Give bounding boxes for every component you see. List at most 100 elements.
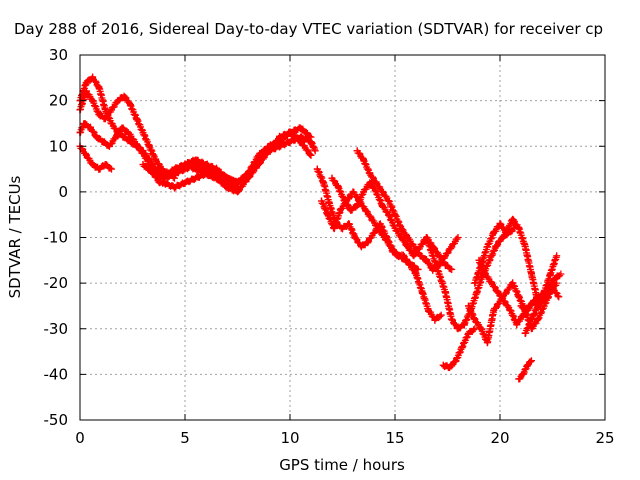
data-point [95, 110, 103, 118]
data-point [542, 288, 550, 296]
data-point [557, 270, 565, 278]
data-point [124, 129, 132, 137]
y-tick-label: 20 [49, 92, 68, 110]
data-point [502, 229, 510, 237]
data-point [328, 174, 336, 182]
data-point [82, 78, 90, 86]
y-tick-label: -10 [44, 229, 69, 247]
data-point [80, 119, 88, 127]
data-point [95, 83, 103, 91]
data-point [490, 307, 498, 314]
y-tick-label: -50 [44, 411, 69, 429]
data-point [404, 243, 412, 251]
data-point [519, 311, 527, 319]
x-tick-label: 15 [385, 429, 404, 447]
data-point [133, 115, 141, 123]
data-point [486, 256, 493, 264]
data-point [297, 124, 304, 132]
data-point [118, 124, 126, 132]
data-point [391, 211, 399, 219]
x-tick-label: 10 [280, 429, 299, 447]
x-tick-label: 5 [180, 429, 190, 447]
data-point [357, 243, 365, 251]
data-point [517, 302, 525, 310]
data-point [412, 270, 420, 278]
data-point [364, 238, 372, 246]
data-point [488, 279, 496, 287]
data-point [353, 202, 361, 210]
data-point [500, 297, 508, 305]
series-layer [76, 73, 565, 383]
data-point [496, 220, 504, 228]
data-point [351, 234, 359, 241]
data-point [89, 97, 97, 105]
data-point [213, 174, 220, 182]
y-tick-label: -30 [44, 320, 69, 338]
data-point [93, 133, 101, 141]
data-point [311, 147, 319, 155]
series-arc-17 [439, 325, 479, 372]
data-point [150, 170, 157, 178]
data-point [546, 270, 554, 278]
data-point [515, 224, 523, 232]
data-point [481, 270, 489, 278]
data-point [234, 179, 241, 187]
data-point [318, 197, 325, 205]
series-arc-14 [465, 279, 561, 347]
y-tick-label: -40 [44, 365, 69, 383]
y-tick-label: -20 [44, 274, 69, 292]
data-point [502, 288, 510, 296]
data-point [181, 179, 189, 187]
data-point [416, 252, 424, 260]
data-point [347, 206, 355, 214]
data-point [286, 138, 294, 146]
data-point [126, 101, 134, 109]
data-point [551, 275, 559, 283]
series-arc-18 [515, 357, 535, 383]
data-point [549, 284, 556, 292]
data-point [418, 288, 426, 296]
data-point [82, 151, 90, 159]
series-arc-7 [171, 124, 315, 187]
data-point [439, 361, 447, 369]
data-point [120, 92, 128, 100]
data-point [441, 252, 449, 260]
data-point [385, 197, 393, 205]
data-point [404, 234, 412, 241]
data-point [366, 170, 374, 178]
data-point [376, 220, 384, 228]
data-point [181, 161, 189, 168]
data-point [139, 147, 147, 155]
data-point [360, 156, 367, 164]
data-point [370, 229, 378, 237]
data-point [523, 307, 531, 314]
data-point [114, 97, 122, 105]
data-point [519, 370, 527, 378]
data-point [307, 151, 315, 159]
data-point [465, 329, 472, 337]
data-point [454, 234, 462, 241]
data-point [525, 320, 533, 328]
data-point [530, 311, 538, 319]
data-point [99, 138, 107, 146]
data-point [460, 320, 468, 328]
data-point [192, 156, 199, 164]
data-point [307, 133, 315, 141]
data-point [345, 220, 353, 228]
data-point [416, 243, 424, 251]
data-point [378, 188, 386, 196]
data-point [171, 183, 178, 191]
x-tick-label: 0 [75, 429, 85, 447]
data-point [101, 161, 109, 168]
data-point [423, 256, 430, 264]
data-point [431, 316, 439, 324]
data-point [555, 293, 563, 301]
data-point [402, 256, 409, 264]
data-point [320, 179, 328, 187]
data-point [339, 224, 346, 232]
data-point [458, 343, 466, 351]
data-point [297, 138, 304, 146]
data-point [521, 243, 529, 251]
data-point [391, 224, 399, 232]
data-point [158, 165, 166, 173]
